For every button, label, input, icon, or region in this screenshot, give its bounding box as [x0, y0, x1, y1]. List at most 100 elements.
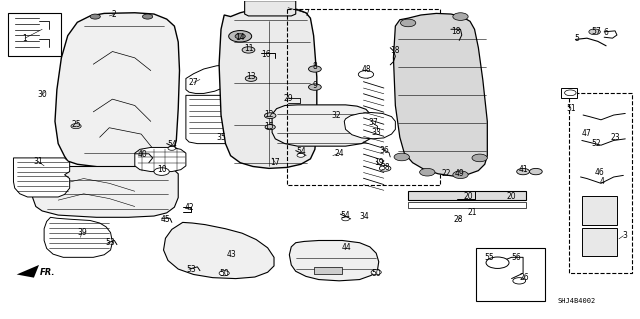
Bar: [476, 249, 545, 301]
Text: 28: 28: [453, 215, 463, 224]
Circle shape: [154, 168, 170, 175]
Text: 10: 10: [157, 165, 166, 174]
Circle shape: [371, 270, 381, 275]
Text: SHJ4B4002: SHJ4B4002: [557, 298, 596, 304]
Circle shape: [401, 19, 416, 27]
Polygon shape: [344, 113, 396, 139]
Circle shape: [90, 14, 100, 19]
Text: 20: 20: [463, 192, 473, 202]
Circle shape: [342, 217, 349, 221]
Polygon shape: [289, 241, 379, 281]
Text: 30: 30: [37, 90, 47, 99]
Circle shape: [394, 153, 410, 161]
Text: 18: 18: [451, 27, 461, 36]
Text: 52: 52: [592, 139, 602, 148]
Text: 22: 22: [442, 169, 451, 178]
Bar: [561, 88, 577, 98]
Circle shape: [297, 153, 305, 157]
Text: 36: 36: [379, 146, 388, 155]
Bar: [8, 13, 61, 56]
Text: 41: 41: [518, 165, 528, 174]
Text: 54: 54: [296, 147, 306, 156]
Text: 50: 50: [371, 269, 381, 278]
Text: 2: 2: [112, 10, 116, 19]
Polygon shape: [219, 8, 317, 168]
Circle shape: [235, 34, 245, 39]
Circle shape: [308, 66, 321, 72]
Circle shape: [264, 113, 276, 119]
Text: 7: 7: [305, 9, 310, 18]
Text: 49: 49: [454, 169, 464, 178]
Polygon shape: [272, 105, 371, 146]
Bar: [287, 9, 440, 185]
Circle shape: [516, 168, 529, 175]
Polygon shape: [17, 265, 39, 278]
Circle shape: [143, 14, 153, 19]
Text: 37: 37: [368, 118, 378, 128]
Text: 18: 18: [390, 46, 400, 56]
Text: 54: 54: [167, 140, 177, 149]
Text: FR.: FR.: [40, 268, 56, 277]
Text: 29: 29: [284, 94, 293, 103]
Text: 27: 27: [189, 78, 198, 87]
Text: 24: 24: [334, 149, 344, 158]
Text: 53: 53: [106, 238, 115, 247]
Polygon shape: [44, 217, 113, 257]
Text: 31: 31: [33, 157, 42, 166]
Circle shape: [453, 13, 468, 20]
Circle shape: [380, 166, 391, 171]
Text: 6: 6: [604, 28, 609, 37]
Circle shape: [453, 171, 468, 179]
Polygon shape: [13, 158, 70, 197]
Text: 56: 56: [512, 253, 522, 262]
Bar: [582, 228, 617, 256]
Circle shape: [245, 76, 257, 81]
Circle shape: [564, 90, 576, 96]
Circle shape: [219, 271, 229, 276]
Text: 50: 50: [220, 269, 229, 278]
Text: 17: 17: [271, 158, 280, 167]
Polygon shape: [186, 95, 246, 144]
Circle shape: [589, 29, 600, 35]
Text: 8: 8: [312, 62, 317, 71]
Bar: [314, 267, 342, 274]
Text: 16: 16: [261, 49, 271, 59]
Text: 38: 38: [380, 163, 390, 172]
Text: 14: 14: [236, 33, 245, 42]
Text: 54: 54: [340, 211, 351, 219]
Text: 45: 45: [161, 215, 170, 224]
Bar: [408, 191, 526, 200]
Text: 43: 43: [227, 250, 237, 259]
Text: 26: 26: [520, 272, 529, 281]
Text: 55: 55: [484, 253, 494, 262]
Text: 13: 13: [246, 72, 256, 81]
Text: 4: 4: [600, 177, 605, 186]
Text: 47: 47: [582, 129, 592, 138]
Bar: [569, 93, 632, 273]
Circle shape: [228, 31, 252, 42]
Text: 46: 46: [595, 168, 605, 177]
Text: 51: 51: [566, 104, 576, 113]
Text: 40: 40: [138, 150, 147, 159]
Text: 21: 21: [467, 208, 477, 217]
Text: 42: 42: [184, 203, 194, 212]
Text: 23: 23: [611, 133, 621, 142]
Text: 32: 32: [331, 111, 340, 120]
Text: 20: 20: [507, 192, 516, 202]
Circle shape: [308, 84, 321, 90]
Text: 19: 19: [374, 158, 383, 167]
Text: 12: 12: [264, 110, 274, 119]
Polygon shape: [186, 64, 248, 93]
Text: 5: 5: [574, 34, 579, 43]
Text: 34: 34: [360, 212, 369, 221]
Text: 39: 39: [77, 228, 86, 237]
Text: 9: 9: [312, 81, 317, 90]
Circle shape: [472, 154, 487, 162]
Text: 57: 57: [591, 27, 602, 36]
Text: 33: 33: [371, 128, 381, 137]
Circle shape: [420, 168, 435, 176]
Circle shape: [242, 47, 255, 53]
Circle shape: [529, 168, 542, 175]
Circle shape: [513, 278, 525, 284]
Text: 1: 1: [22, 34, 28, 43]
